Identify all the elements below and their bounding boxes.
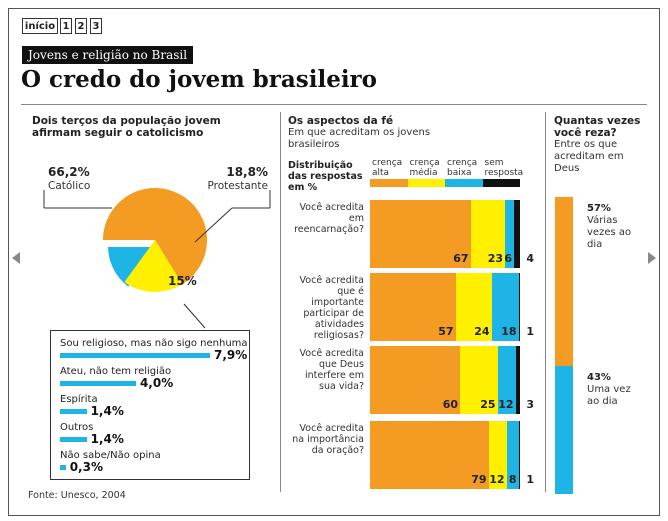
- section-banner: Jovens e religião no Brasil: [22, 46, 194, 64]
- breakdown-value: 0,3%: [69, 460, 103, 474]
- nav-home[interactable]: início: [22, 18, 58, 34]
- bar-value: 18: [501, 325, 517, 338]
- breakdown-label: Ateu, não tem religião: [60, 366, 172, 377]
- legend-swatch: [407, 179, 445, 187]
- bar-segment: [518, 421, 520, 489]
- bar-value: 6: [504, 252, 512, 265]
- legend-swatch: [445, 179, 483, 187]
- slice-value-catolico: 66,2%: [48, 165, 90, 179]
- prayer-title: Quantas vezes você reza?: [554, 115, 641, 139]
- prayer-value: 57%: [587, 203, 611, 214]
- source-note: Fonte: Unesco, 2004: [28, 490, 126, 501]
- prayer-label: Várias vezes ao dia: [587, 215, 632, 250]
- bar-segment: [460, 346, 498, 414]
- bar-segment: [455, 273, 492, 341]
- pie-slice: [103, 188, 208, 285]
- bar-value: 12: [489, 473, 505, 486]
- breakdown-label: Não sabe/Não opina: [60, 450, 161, 461]
- leader-line: [183, 303, 206, 329]
- legend-label: sem resposta: [484, 158, 524, 178]
- bar-value: 67: [453, 252, 469, 265]
- bar-value: 57: [438, 325, 454, 338]
- breakdown-bar: [60, 437, 87, 442]
- pie-slice: [124, 240, 183, 292]
- prayer-segment: [555, 366, 573, 494]
- bar-value: 23: [487, 252, 503, 265]
- bar-value: 8: [508, 473, 517, 486]
- bar-segment: [488, 421, 507, 489]
- bar-segment: [370, 200, 471, 268]
- column-divider: [280, 112, 281, 492]
- legend-title: Distribuição das respostas em %: [288, 160, 363, 193]
- bar-segment: [491, 273, 519, 341]
- legend-label: crença baixa: [447, 158, 478, 178]
- prev-arrow-icon[interactable]: [12, 252, 20, 264]
- bar-segment: [514, 200, 520, 268]
- legend-label: crença média: [409, 158, 440, 178]
- bar-value: 4: [526, 252, 534, 265]
- breakdown-value: 1,4%: [90, 404, 124, 418]
- graphic-frame: [8, 8, 660, 516]
- breakdown-label: Sou religioso, mas não sigo nenhuma: [60, 338, 248, 349]
- bar-value: 1: [526, 473, 534, 486]
- bar-segment: [497, 346, 516, 414]
- question-label: Você acredita na importância da oração?: [292, 423, 364, 456]
- bar-value: 79: [471, 473, 487, 486]
- pie-title: Dois terços da população jovem afirmam s…: [32, 115, 221, 139]
- religion-breakdown-box: [50, 330, 250, 480]
- next-arrow-icon[interactable]: [648, 252, 656, 264]
- breakdown-bar: [60, 381, 136, 386]
- faith-subtitle: Em que acreditam os jovens brasileiros: [288, 127, 431, 150]
- breakdown-value: 1,4%: [90, 432, 124, 446]
- question-label: Você acredita que é importante participa…: [299, 275, 364, 341]
- bar-value: 3: [526, 398, 534, 411]
- bar-segment: [370, 421, 489, 489]
- question-label: Você acredita que Deus interfere em sua …: [299, 348, 364, 392]
- nav-page-3[interactable]: 3: [90, 18, 102, 34]
- column-divider: [545, 112, 546, 492]
- breakdown-value: 7,9%: [214, 348, 248, 362]
- bar-segment: [515, 346, 520, 414]
- bar-segment: [370, 346, 460, 414]
- bar-segment: [370, 273, 456, 341]
- slice-value-protestante: 18,8%: [226, 165, 268, 179]
- question-label: Você acredita em reencarnação?: [294, 202, 364, 235]
- breakdown-bar: [60, 409, 87, 414]
- slice-value-outras: 15%: [168, 274, 197, 288]
- bar-value: 1: [526, 325, 534, 338]
- nav-page-2[interactable]: 2: [75, 18, 87, 34]
- legend-label: crença alta: [372, 158, 403, 178]
- nav-page-1[interactable]: 1: [60, 18, 72, 34]
- slice-label-protestante: Protestante: [207, 180, 269, 192]
- breakdown-label: Outros: [60, 422, 94, 433]
- prayer-subtitle: Entre os que acreditam em Deus: [554, 139, 624, 174]
- prayer-label: Uma vez ao dia: [587, 384, 631, 408]
- legend-swatch: [370, 179, 408, 187]
- bar-segment: [506, 421, 519, 489]
- divider: [21, 104, 647, 105]
- bar-value: 25: [480, 398, 496, 411]
- bar-value: 24: [474, 325, 490, 338]
- bar-segment: [505, 200, 514, 268]
- bar-segment: [470, 200, 505, 268]
- breakdown-bar: [60, 353, 210, 358]
- breakdown-bar: [60, 465, 66, 470]
- legend-swatch: [482, 179, 520, 187]
- breakdown-label: Espírita: [60, 394, 98, 405]
- prayer-segment: [555, 197, 573, 367]
- bar-segment: [518, 273, 520, 341]
- faith-title: Os aspectos da fé: [288, 115, 394, 127]
- leader-line: [194, 207, 233, 243]
- pie-chart: [43, 188, 271, 329]
- bar-value: 60: [442, 398, 458, 411]
- page-title: O credo do jovem brasileiro: [21, 66, 378, 93]
- slice-label-catolico: Católico: [48, 180, 91, 192]
- bar-value: 12: [498, 398, 514, 411]
- breakdown-value: 4,0%: [139, 376, 174, 390]
- prayer-value: 43%: [587, 372, 611, 384]
